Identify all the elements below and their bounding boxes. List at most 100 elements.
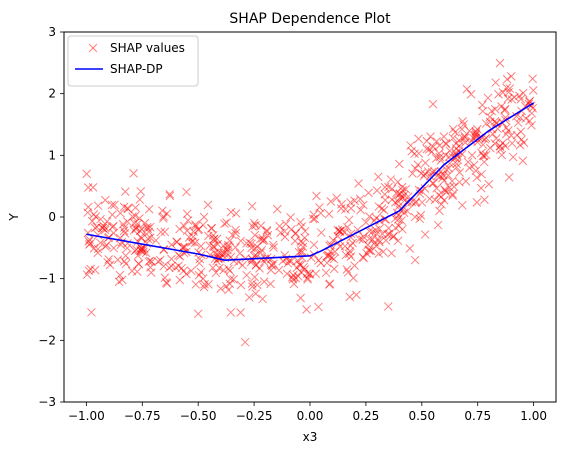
x-tick-label: −1.00 — [68, 409, 105, 423]
scatter-point — [151, 236, 161, 245]
scatter-point — [174, 261, 184, 271]
scatter-point — [272, 204, 282, 214]
scatter-point — [470, 130, 480, 140]
scatter-point — [296, 293, 305, 303]
scatter-point — [445, 146, 455, 156]
scatter-point — [93, 201, 103, 211]
line-layer — [86, 102, 535, 261]
scatter-point — [121, 251, 131, 260]
scatter-point — [370, 238, 380, 247]
scatter-point — [432, 137, 441, 146]
scatter-point — [296, 246, 306, 255]
scatter-point — [146, 263, 155, 272]
scatter-point — [365, 226, 374, 236]
scatter-point — [504, 172, 514, 182]
scatter-point — [358, 235, 367, 244]
scatter-point — [96, 214, 105, 224]
scatter-point — [477, 169, 486, 179]
scatter-point — [129, 169, 138, 178]
scatter-point — [161, 278, 171, 287]
scatter-point — [471, 127, 481, 136]
scatter-point — [346, 204, 356, 213]
scatter-point — [467, 136, 476, 146]
scatter-point — [248, 282, 257, 291]
scatter-point — [500, 106, 509, 115]
scatter-point — [348, 273, 358, 283]
scatter-point — [413, 160, 423, 170]
y-tick-label: 2 — [48, 87, 56, 101]
scatter-point — [460, 138, 470, 148]
scatter-point — [394, 159, 404, 169]
scatter-point — [368, 227, 377, 237]
scatter-point — [405, 244, 415, 253]
y-axis: −3 −2 −1 0 1 2 3 — [38, 25, 64, 409]
scatter-point — [410, 212, 420, 222]
scatter-point — [506, 72, 516, 81]
scatter-point — [518, 156, 528, 166]
scatter-point — [495, 145, 505, 154]
scatter-point — [478, 140, 488, 150]
scatter-point — [256, 248, 265, 258]
scatter-point — [93, 230, 103, 240]
scatter-point — [274, 265, 284, 275]
scatter-point — [145, 222, 155, 232]
scatter-point — [462, 84, 472, 94]
scatter-point — [252, 280, 262, 290]
scatter-point — [191, 280, 201, 289]
scatter-point — [309, 240, 319, 250]
scatter-point — [120, 187, 130, 196]
scatter-point — [251, 261, 261, 270]
scatter-point — [485, 143, 495, 153]
scatter-point — [314, 256, 323, 265]
scatter-point — [390, 214, 400, 223]
scatter-point — [417, 169, 426, 178]
scatter-point — [225, 236, 235, 246]
scatter-point — [364, 188, 373, 198]
y-tick-label: 3 — [48, 25, 56, 39]
scatter-point — [386, 175, 396, 184]
scatter-point — [518, 88, 528, 98]
scatter-point — [137, 225, 147, 234]
scatter-point — [342, 265, 352, 274]
scatter-point — [87, 307, 96, 317]
scatter-point — [82, 270, 92, 280]
scatter-point — [355, 234, 364, 244]
scatter-point — [525, 116, 534, 126]
scatter-point — [425, 194, 435, 204]
shap-dp-line — [86, 102, 535, 261]
scatter-point — [83, 202, 93, 212]
scatter-point — [219, 265, 228, 275]
scatter-point — [199, 282, 209, 292]
scatter-point — [417, 186, 426, 196]
scatter-point — [343, 222, 352, 232]
scatter-point — [441, 139, 451, 149]
scatter-point — [374, 235, 384, 245]
scatter-point — [406, 141, 416, 150]
scatter-point — [123, 217, 132, 226]
scatter-point — [352, 290, 361, 300]
scatter-point — [430, 195, 440, 205]
scatter-point — [132, 267, 142, 276]
scatter-point — [299, 262, 308, 272]
scatter-point — [199, 212, 209, 222]
scatter-point — [410, 149, 419, 159]
scatter-point — [429, 179, 438, 188]
scatter-point — [84, 240, 94, 249]
scatter-point — [116, 240, 126, 250]
scatter-point — [374, 224, 384, 234]
scatter-point — [236, 308, 245, 317]
scatter-point — [296, 267, 306, 277]
scatter-point — [463, 157, 473, 167]
scatter-point — [167, 240, 176, 250]
scatter-point — [448, 189, 458, 199]
scatter-point — [250, 230, 260, 240]
scatter-point — [500, 141, 510, 151]
legend-marker-shap-values — [88, 43, 98, 53]
scatter-point — [310, 214, 320, 224]
scatter-point — [445, 159, 455, 168]
scatter-point — [245, 238, 255, 248]
scatter-point — [83, 183, 93, 192]
scatter-point — [123, 204, 133, 214]
scatter-point — [297, 253, 307, 263]
scatter-point — [129, 226, 139, 235]
